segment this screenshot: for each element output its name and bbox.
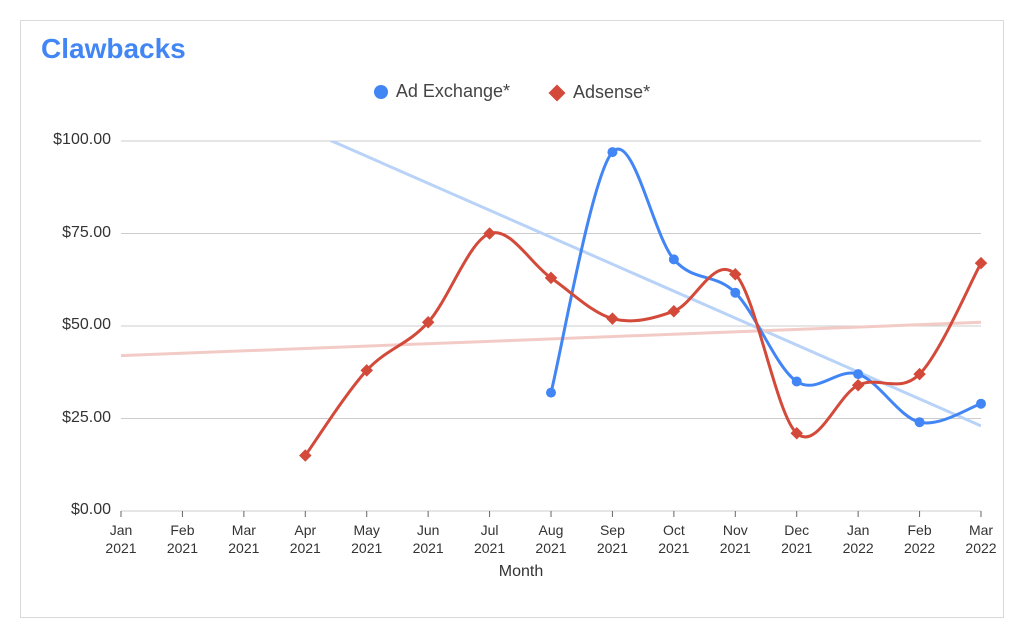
y-tick-label: $50.00: [51, 316, 111, 334]
x-tick-label: Apr2021: [275, 521, 335, 557]
chart-title: Clawbacks: [41, 33, 186, 65]
x-tick-label: Jun2021: [398, 521, 458, 557]
legend-item-adsense: Adsense*: [551, 82, 650, 103]
y-tick-label: $0.00: [51, 501, 111, 519]
diamond-icon: [549, 84, 566, 101]
x-tick-label: Oct2021: [644, 521, 704, 557]
circle-icon: [374, 85, 388, 99]
x-tick-label: Jul2021: [460, 521, 520, 557]
x-tick-label: Dec2021: [767, 521, 827, 557]
legend: Ad Exchange* Adsense*: [21, 81, 1003, 104]
x-tick-label: May2021: [337, 521, 397, 557]
y-tick-label: $100.00: [51, 131, 111, 149]
x-axis-title: Month: [51, 563, 991, 581]
x-tick-label: Feb2021: [152, 521, 212, 557]
x-tick-label: Mar2022: [951, 521, 1011, 557]
legend-label: Ad Exchange*: [396, 81, 510, 102]
x-tick-label: Sep2021: [582, 521, 642, 557]
x-tick-label: Nov2021: [705, 521, 765, 557]
x-tick-label: Feb2022: [890, 521, 950, 557]
legend-item-ad-exchange: Ad Exchange*: [374, 81, 510, 102]
legend-label: Adsense*: [573, 82, 650, 103]
y-tick-label: $75.00: [51, 224, 111, 242]
x-tick-label: Aug2021: [521, 521, 581, 557]
plot-area: $0.00$25.00$50.00$75.00$100.00 Jan2021Fe…: [51, 131, 991, 591]
y-tick-label: $25.00: [51, 409, 111, 427]
x-tick-label: Jan2022: [828, 521, 888, 557]
x-tick-label: Mar2021: [214, 521, 274, 557]
x-tick-label: Jan2021: [91, 521, 151, 557]
chart-card: Clawbacks Ad Exchange* Adsense* $0.00 $25…: [20, 20, 1004, 618]
